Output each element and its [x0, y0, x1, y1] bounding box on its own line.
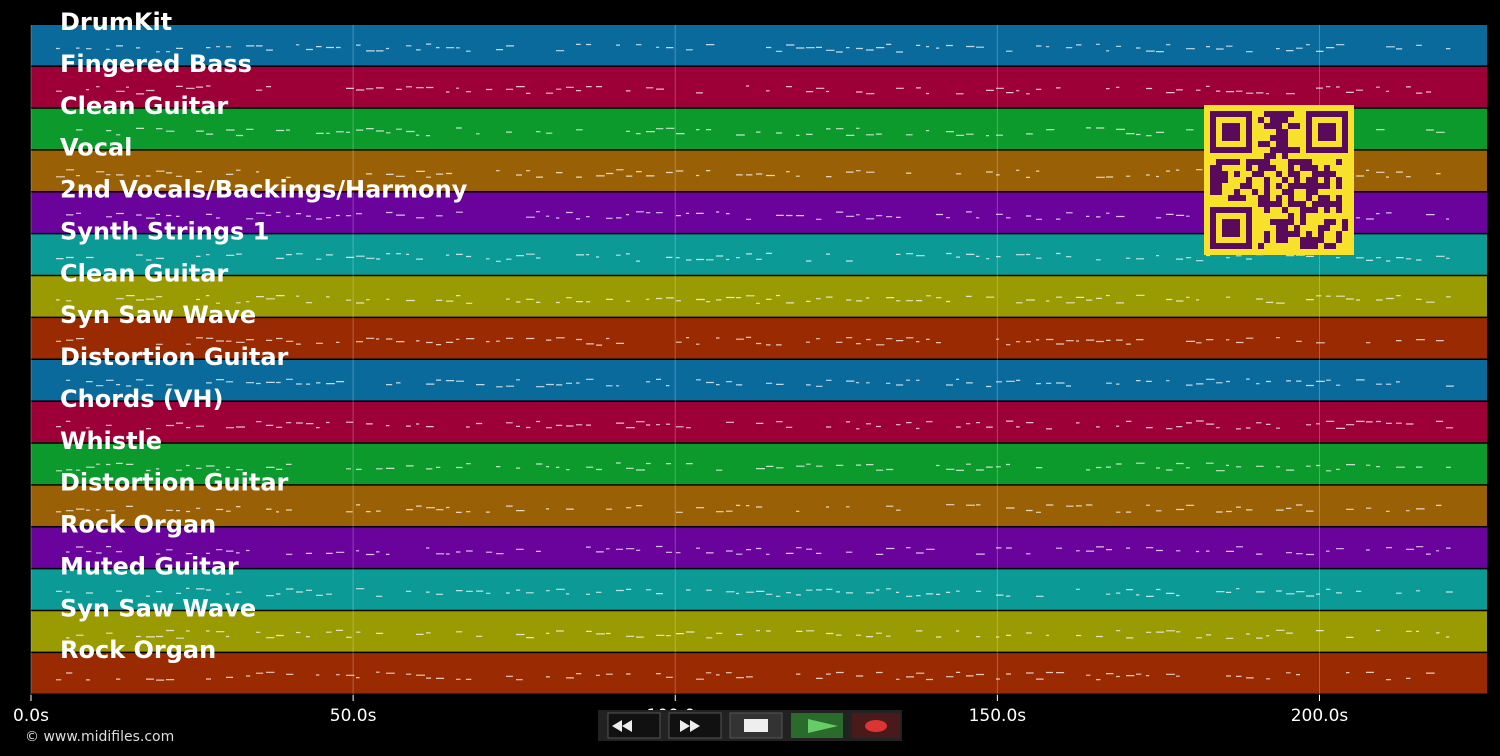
rewind-button[interactable]: [607, 712, 661, 739]
track-label: Syn Saw Wave: [60, 594, 256, 622]
note-pattern: [56, 462, 1451, 472]
track-label: Muted Guitar: [60, 552, 239, 580]
track-band: [31, 485, 1487, 526]
note-pattern: [66, 545, 1451, 556]
record-icon: [865, 720, 887, 732]
track-label: Rock Organ: [60, 636, 216, 664]
stop-button[interactable]: [729, 712, 783, 739]
footer: © www.midifiles.com: [25, 729, 174, 745]
track-band: [31, 360, 1487, 401]
play-icon: [808, 719, 838, 733]
track-label: Synth Strings 1: [60, 217, 269, 245]
note-pattern: [56, 294, 1451, 304]
note-pattern: [56, 671, 1435, 681]
note-pattern: [66, 378, 1454, 388]
track-label: Syn Saw Wave: [60, 301, 256, 329]
x-tick-label: 50.0s: [330, 706, 377, 726]
stop-button-icon: [744, 719, 768, 732]
track-label: Rock Organ: [60, 511, 216, 539]
track-label: 2nd Vocals/Backings/Harmony: [60, 176, 468, 204]
transport-controls: [598, 710, 902, 741]
rewind-button-icon: [612, 720, 632, 732]
track-band: [31, 66, 1487, 108]
note-pattern: [56, 43, 1451, 53]
note-pattern: [56, 85, 1432, 95]
note-pattern: [66, 629, 1450, 639]
qr-pattern: [1210, 111, 1348, 249]
track-label: Whistle: [60, 427, 162, 455]
track-band: [31, 569, 1487, 610]
track-label: Chords (VH): [60, 385, 223, 413]
track-band: [31, 25, 1487, 66]
track-band: [31, 611, 1487, 652]
note-pattern: [56, 504, 1442, 513]
track-band: [31, 653, 1487, 694]
track-label: Fingered Bass: [60, 50, 252, 78]
note-pattern: [56, 252, 1450, 262]
track-label: Clean Guitar: [60, 259, 228, 287]
x-tick-label: 200.0s: [1291, 706, 1349, 726]
track-label: DrumKit: [60, 8, 172, 36]
track-label: Distortion Guitar: [60, 469, 289, 497]
x-tick-label: 0.0s: [13, 706, 49, 726]
note-pattern: [56, 336, 1444, 346]
track-label: Vocal: [60, 134, 132, 162]
track-band: [31, 527, 1487, 568]
track-label: Clean Guitar: [60, 92, 228, 120]
track-band: [31, 443, 1487, 485]
forward-button[interactable]: [668, 712, 722, 739]
x-tick-label: 150.0s: [969, 706, 1027, 726]
track-band: [31, 276, 1487, 317]
track-band: [31, 318, 1487, 359]
forward-button-icon: [680, 720, 700, 732]
track-band: [31, 401, 1487, 443]
note-pattern: [56, 587, 1453, 597]
track-label: Distortion Guitar: [60, 343, 289, 371]
note-pattern: [56, 420, 1454, 430]
